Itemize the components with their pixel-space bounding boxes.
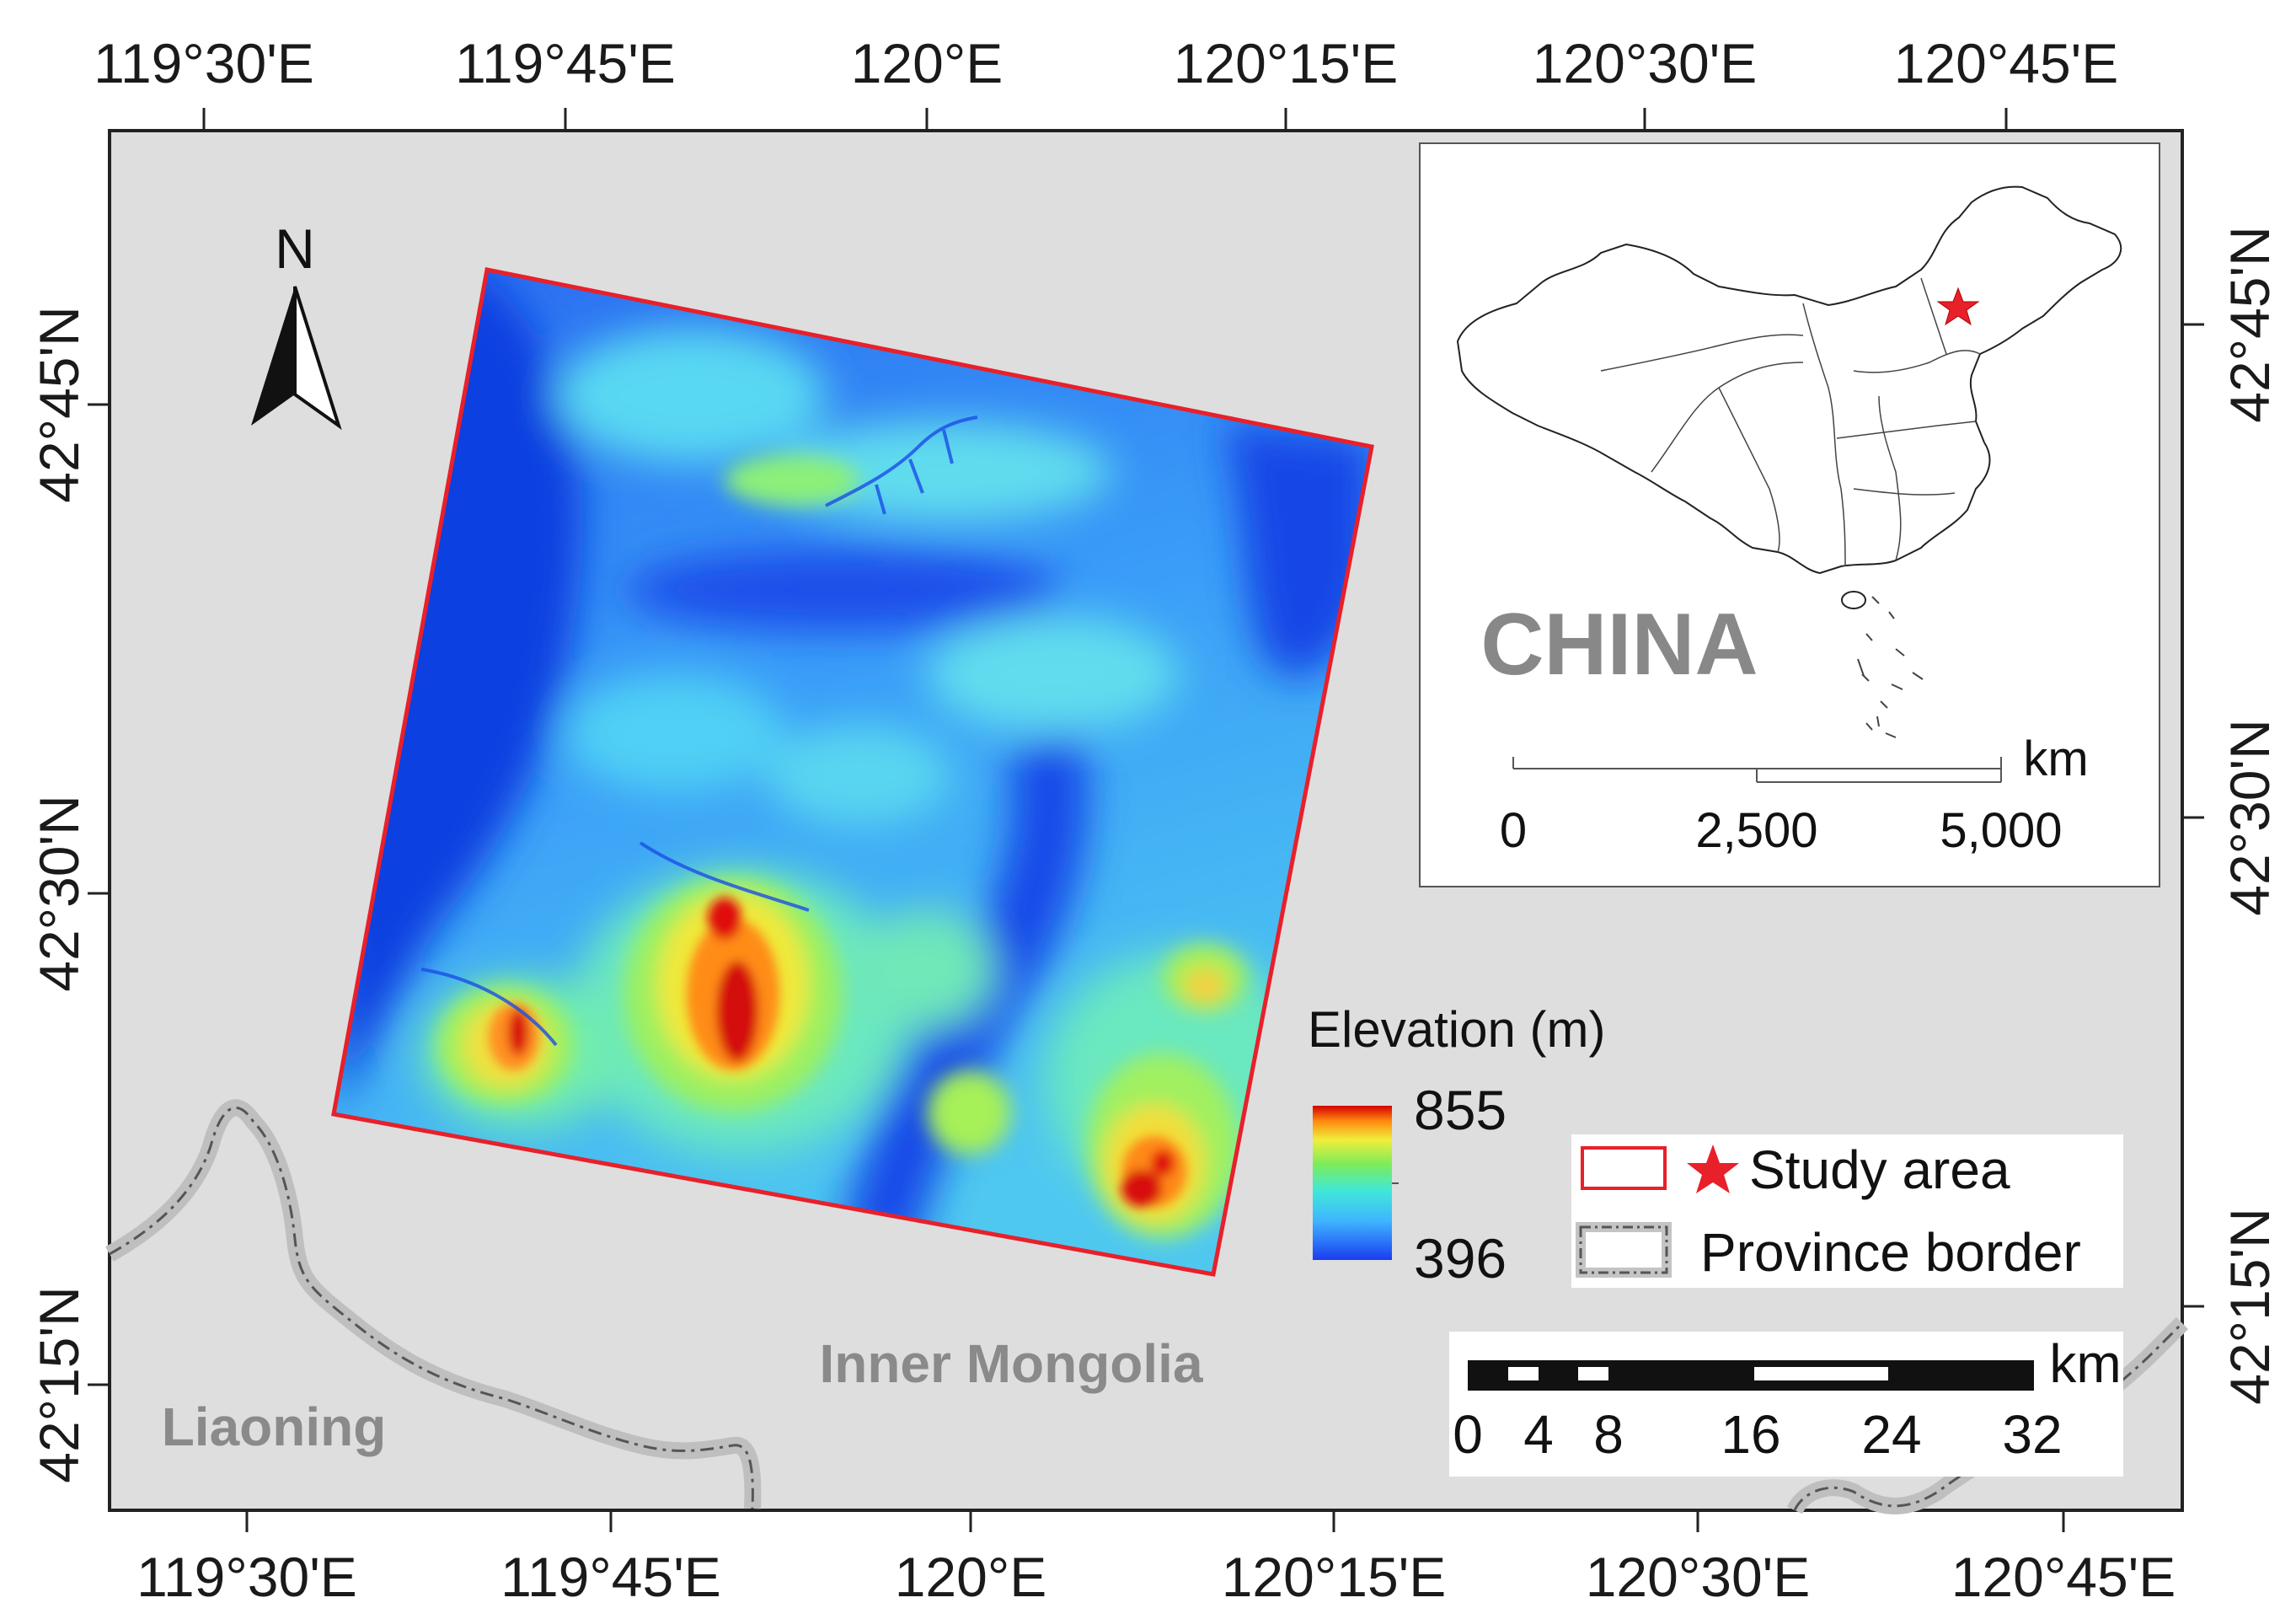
study-area-legend-star-icon [1687, 1145, 1739, 1193]
scale-bar-tick-4: 4 [1523, 1404, 1554, 1465]
left-lat-label: 42°30'N [28, 795, 90, 992]
inset-title: CHINA [1480, 596, 1758, 694]
scale-bar [1468, 1360, 2034, 1391]
china-province-lines [1600, 277, 1981, 567]
scale-bar-tick-24: 24 [1861, 1404, 1921, 1465]
bottom-lon-label: 120°30'E [1585, 1546, 1811, 1608]
south-china-sea-islands [1857, 596, 1924, 738]
inset-map: CHINA km 0 2,500 5,000 [1419, 142, 2160, 887]
top-lon-label: 120°E [850, 32, 1003, 94]
right-lat-label: 42°30'N [2218, 719, 2281, 916]
inset-scale-bar [1512, 757, 2002, 783]
scale-bar-box [1449, 1332, 2123, 1477]
right-lat-label: 42°45'N [2218, 226, 2281, 423]
study-area-legend-label: Study area [1749, 1139, 2010, 1200]
bottom-lon-label: 120°E [894, 1546, 1047, 1608]
province-border-legend-swatch [1579, 1225, 1668, 1274]
scale-bar-tick-16: 16 [1721, 1404, 1780, 1465]
inset-scale-unit: km [2023, 732, 2088, 786]
elevation-colorbar [1313, 1106, 1392, 1260]
top-lon-label: 120°45'E [1893, 32, 2119, 94]
top-lon-label: 119°30'E [94, 32, 314, 94]
region-label-inner-mongolia: Inner Mongolia [819, 1333, 1203, 1394]
scale-bar-unit: km [2049, 1333, 2121, 1394]
scale-bar-tick-32: 32 [2002, 1404, 2062, 1465]
china-outline [1456, 185, 2122, 575]
region-label-liaoning: Liaoning [162, 1397, 387, 1457]
bottom-lon-label: 119°30'E [136, 1546, 357, 1608]
top-lon-label: 119°45'E [455, 32, 676, 94]
study-area-boundary [331, 267, 1374, 1277]
hainan-island [1841, 591, 1866, 609]
inset-scale-tick-1: 2,500 [1695, 803, 1817, 858]
elevation-legend-title: Elevation (m) [1308, 1001, 1605, 1058]
left-lat-label: 42°15'N [28, 1286, 90, 1483]
province-border-legend-label: Province border [1700, 1222, 2081, 1283]
study-area-dem [334, 270, 1372, 1274]
elevation-legend-max: 855 [1414, 1079, 1507, 1141]
left-lat-label: 42°45'N [28, 306, 90, 503]
top-lon-label: 120°30'E [1532, 32, 1758, 94]
bottom-lon-label: 120°45'E [1951, 1546, 2176, 1608]
bottom-lon-label: 120°15'E [1221, 1546, 1447, 1608]
inset-scale-tick-2: 5,000 [1940, 803, 2062, 858]
north-arrow-icon [251, 286, 342, 431]
study-area-star-icon [1936, 287, 1980, 326]
right-lat-label: 42°15'N [2218, 1208, 2281, 1405]
bottom-lon-label: 119°45'E [500, 1546, 721, 1608]
elevation-legend-min: 396 [1414, 1227, 1507, 1289]
scale-bar-tick-0: 0 [1453, 1404, 1483, 1465]
province-border-legend-swatch-halo [1576, 1222, 1672, 1278]
north-label: N [275, 217, 315, 280]
inset-scale-tick-0: 0 [1500, 803, 1527, 858]
scale-bar-tick-8: 8 [1593, 1404, 1624, 1465]
study-area-legend-swatch [1581, 1146, 1667, 1190]
top-lon-label: 120°15'E [1173, 32, 1399, 94]
graticule-ticks [88, 108, 2204, 1532]
